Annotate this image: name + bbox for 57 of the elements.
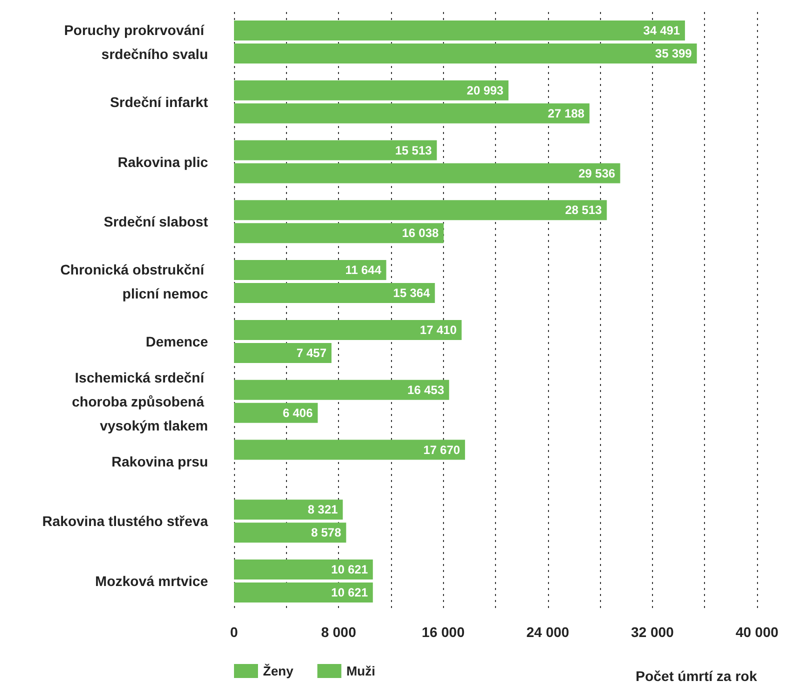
x-tick-label: 16 000 <box>422 624 465 640</box>
y-tick-label: Rakovina prsu <box>112 453 208 470</box>
x-tick-label: 0 <box>230 624 238 640</box>
x-tick-label: 40 000 <box>736 624 779 640</box>
bar <box>234 320 462 340</box>
data-label: 35 399 <box>655 46 692 60</box>
legend-label: Ženy <box>263 664 294 678</box>
data-label: 17 410 <box>420 322 457 337</box>
y-tick-label: Poruchy prokrvování srdečního svalu <box>64 22 208 62</box>
y-tick-label: Mozková mrtvice <box>95 573 208 590</box>
data-label: 29 536 <box>578 166 616 180</box>
y-tick-label: Demence <box>146 333 208 350</box>
y-tick-label: Chronická obstrukční plicní nemoc <box>60 262 208 302</box>
bar <box>234 342 332 363</box>
data-label: 7 457 <box>296 346 327 360</box>
bar <box>234 223 444 244</box>
x-tick-label: 32 000 <box>630 624 674 640</box>
data-label: 20 993 <box>466 83 504 98</box>
bar <box>234 43 697 64</box>
data-label: 16 453 <box>407 382 444 397</box>
data-label: 16 038 <box>402 226 440 240</box>
y-tick-label: Ischemická srdeční choroba způsobená vysokým tlakem <box>72 369 208 434</box>
data-label: 6 406 <box>282 406 314 420</box>
bar <box>234 163 620 184</box>
data-label: 15 513 <box>395 143 432 158</box>
data-label: 15 364 <box>393 286 430 300</box>
bar <box>234 500 343 520</box>
data-label: 34 491 <box>643 23 680 38</box>
data-label: 27 188 <box>548 106 585 120</box>
bar <box>234 582 373 603</box>
data-label: 8 578 <box>311 526 342 540</box>
bar <box>234 560 373 580</box>
bar <box>234 283 435 304</box>
bar <box>234 522 346 543</box>
data-label: 10 621 <box>331 586 368 600</box>
data-label: 8 321 <box>308 502 338 517</box>
x-tick-label: 8 000 <box>321 624 356 640</box>
y-tick-label: Rakovina plic <box>118 154 208 170</box>
data-label: 17 670 <box>423 442 460 457</box>
bar <box>234 80 508 100</box>
bar <box>234 402 318 423</box>
bar <box>234 380 450 400</box>
y-tick-label: Srdeční slabost <box>104 214 208 230</box>
bar <box>234 260 386 280</box>
bar <box>234 140 437 160</box>
y-tick-label: Srdeční infarkt <box>110 94 208 110</box>
bar <box>234 103 590 124</box>
x-tick-label: 24 000 <box>526 624 570 640</box>
x-axis-title: Počet úmrtí za rok <box>636 668 758 684</box>
data-label: 28 513 <box>565 203 602 218</box>
bar <box>234 20 685 40</box>
bar <box>234 200 607 220</box>
data-label: 11 644 <box>345 263 382 278</box>
y-tick-label: Rakovina tlustého střeva <box>42 513 208 530</box>
data-label: 10 621 <box>331 562 368 577</box>
bar <box>234 440 466 460</box>
legend-label: Muži <box>346 664 376 678</box>
